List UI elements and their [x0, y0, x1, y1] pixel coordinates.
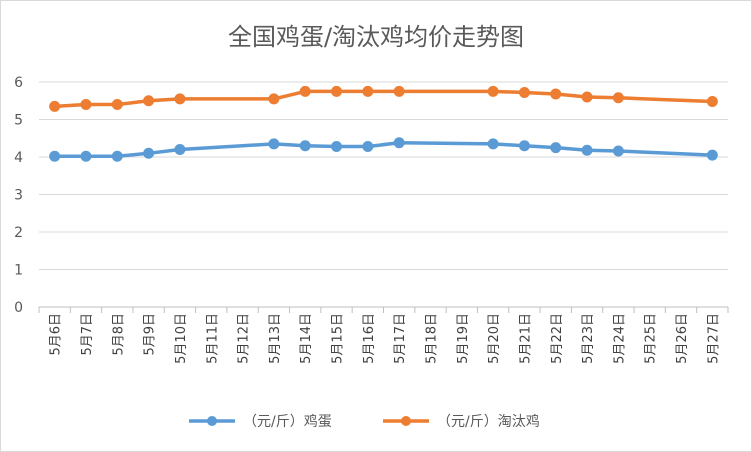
data-point	[174, 144, 186, 155]
y-tick-label: 1	[14, 263, 23, 279]
data-point	[331, 141, 343, 152]
y-tick-label: 5	[14, 113, 23, 129]
data-point	[581, 144, 593, 156]
legend-item: （元/斤）淘汰鸡	[383, 413, 540, 430]
x-tick-label: 5月27日	[706, 313, 721, 364]
series-1	[49, 137, 718, 162]
y-tick-label: 3	[14, 188, 23, 204]
legend-label: （元/斤）鸡蛋	[243, 413, 332, 430]
data-point	[80, 99, 92, 110]
data-point	[362, 141, 374, 152]
x-tick-label: 5月18日	[424, 313, 439, 364]
data-point	[581, 91, 593, 103]
y-tick-label: 0	[14, 300, 23, 316]
data-point	[49, 150, 61, 162]
series-layer	[49, 85, 718, 162]
data-point	[143, 147, 155, 159]
data-point	[518, 140, 530, 152]
data-point	[550, 142, 562, 154]
data-point	[518, 87, 530, 98]
data-point	[80, 150, 92, 162]
chart-title: 全国鸡蛋/淘汰鸡均价走势图	[227, 23, 525, 51]
series-line	[52, 141, 715, 159]
data-point	[612, 92, 624, 104]
data-point	[111, 99, 123, 110]
x-tick-label: 5月15日	[331, 313, 346, 364]
x-tick-label: 5月12日	[237, 313, 252, 364]
y-tick-label: 6	[14, 75, 23, 91]
x-tick-label: 5月22日	[550, 313, 565, 364]
x-tick-label: 5月17日	[393, 313, 408, 364]
legend-marker-icon	[401, 416, 411, 426]
x-tick-label: 5月13日	[268, 313, 283, 364]
data-point	[706, 96, 718, 107]
data-point	[143, 95, 155, 107]
gridlines	[39, 81, 728, 270]
data-point	[49, 100, 61, 112]
x-axis-ticks: 5月6日 5月7日 5月8日 5月9日 5月10日 5月11日 5月12日 5月13日 5月14…	[49, 313, 722, 364]
data-point	[487, 85, 499, 97]
series-2	[49, 85, 718, 112]
data-point	[393, 85, 405, 97]
data-point	[299, 85, 311, 97]
legend: （元/斤）鸡蛋 （元/斤）淘汰鸡	[189, 413, 540, 430]
data-point	[111, 150, 123, 162]
data-point	[268, 138, 280, 150]
y-tick-label: 4	[14, 150, 23, 166]
legend-marker-icon	[207, 416, 217, 426]
x-tick-label: 5月19日	[456, 313, 471, 364]
data-point	[331, 85, 343, 97]
x-tick-label: 5月11日	[205, 313, 220, 364]
x-tick-label: 5月14日	[299, 313, 314, 364]
x-tick-label: 5月23日	[581, 313, 596, 364]
x-tick-label: 5月26日	[675, 313, 690, 364]
data-point	[362, 85, 374, 97]
x-tick-label: 5月16日	[362, 313, 377, 364]
x-tick-label: 5月7日	[80, 313, 95, 356]
data-point	[706, 149, 718, 161]
x-tick-label: 5月8日	[111, 313, 126, 356]
y-tick-label: 2	[14, 225, 23, 241]
data-point	[299, 140, 311, 152]
x-tick-label: 5月21日	[518, 313, 533, 364]
x-tick-label: 5月6日	[49, 313, 64, 356]
data-point	[487, 138, 499, 150]
x-tick-label: 5月9日	[143, 313, 158, 356]
data-point	[174, 93, 186, 105]
data-point	[393, 137, 405, 149]
x-tick-label: 5月20日	[487, 313, 502, 364]
data-point	[268, 93, 280, 105]
data-point	[550, 88, 562, 100]
x-tick-label: 5月10日	[174, 313, 189, 364]
x-tick-label: 5月25日	[644, 313, 659, 364]
series-line	[52, 89, 715, 109]
legend-item: （元/斤）鸡蛋	[189, 413, 332, 430]
y-axis-ticks: 0 1 2 3 4 5 6	[14, 75, 23, 316]
data-point	[612, 145, 624, 157]
x-tick-label: 5月24日	[612, 313, 627, 364]
x-axis	[38, 306, 729, 313]
legend-label: （元/斤）淘汰鸡	[437, 413, 540, 430]
